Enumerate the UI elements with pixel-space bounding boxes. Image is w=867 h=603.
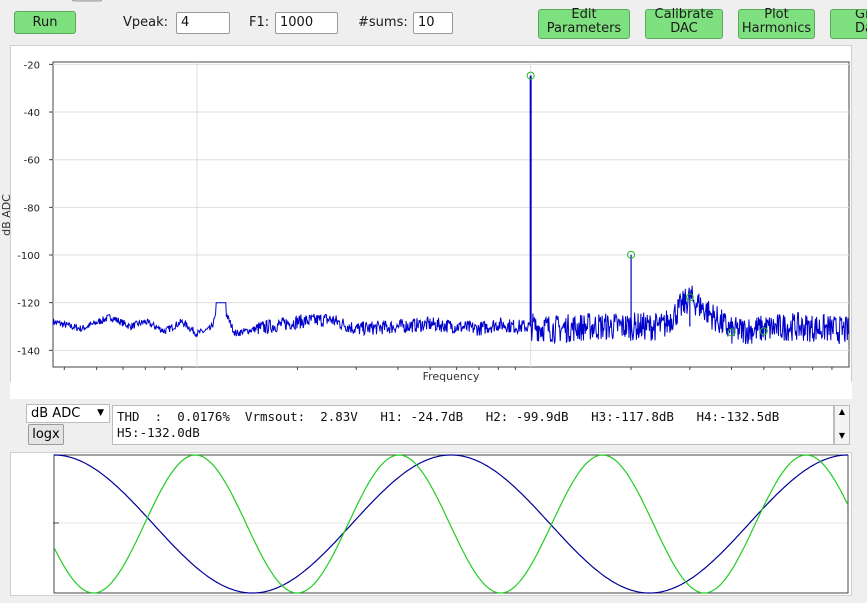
harmonic-marker <box>759 327 768 336</box>
y-tick-label: -40 <box>24 108 40 119</box>
y-tick-label: -80 <box>24 203 40 214</box>
calibrate-line1: Calibrate <box>654 7 714 22</box>
f1-input[interactable]: 1000 <box>275 12 338 34</box>
scope-signal-1 <box>54 454 848 594</box>
calibrate-line2: DAC <box>670 21 698 36</box>
plot-area-border <box>52 61 850 368</box>
results-scrollbar[interactable]: ▲ ▼ <box>834 405 850 445</box>
plot-harmonics-button[interactable]: Plot Harmonics <box>738 7 815 39</box>
scroll-down-icon[interactable]: ▼ <box>838 431 846 440</box>
oscilloscope-plot <box>10 452 852 596</box>
result-line-2: H5:-132.0dB <box>117 425 200 440</box>
scope-grid <box>53 454 849 594</box>
harmonic-marker <box>727 328 736 337</box>
oscilloscope-svg <box>53 454 849 594</box>
navigation-toolbar <box>0 0 300 6</box>
mode-select-value: dB ADC <box>31 406 81 421</box>
plot-divider <box>0 399 867 404</box>
result-line-1: THD : 0.0176% Vrmsout: 2.83V H1: -24.7dB… <box>117 409 780 424</box>
scroll-up-icon[interactable]: ▲ <box>838 407 846 416</box>
y-tick-labels: -20 -40 -60 -80 -100 -120 -140 <box>17 60 40 357</box>
thd-results: THD : 0.0176% Vrmsout: 2.83V H1: -24.7dB… <box>112 405 834 445</box>
plot-harmonics-line1: Plot <box>764 7 789 22</box>
partial-line1: Gi <box>855 9 867 22</box>
vpeak-label: Vpeak: <box>123 15 169 30</box>
y-tick-label: -60 <box>24 156 40 167</box>
edit-parameters-button[interactable]: Edit Parameters <box>538 7 630 39</box>
f1-label: F1: <box>249 15 270 30</box>
harmonic-marker <box>627 250 636 259</box>
plot-bottom-mask <box>10 382 852 399</box>
y-tick-label: -140 <box>17 346 40 357</box>
harmonic-marker <box>526 71 535 80</box>
y-axis-label: dB ADC <box>0 194 13 236</box>
mode-select[interactable]: dB ADC ▼ <box>26 404 110 423</box>
plot-harmonics-line2: Harmonics <box>741 21 812 36</box>
partial-button[interactable]: Gi Da <box>830 9 867 39</box>
zoom-icon[interactable] <box>71 0 103 2</box>
calibrate-dac-button[interactable]: Calibrate DAC <box>645 7 723 39</box>
spectrum-plot-frame <box>10 45 852 399</box>
run-button[interactable]: Run <box>14 11 76 34</box>
scope-signal-2 <box>53 454 849 594</box>
partial-line2: Da <box>855 21 867 36</box>
y-tick-label: -100 <box>17 251 40 262</box>
edit-parameters-line1: Edit <box>571 7 597 22</box>
chevron-down-icon: ▼ <box>97 408 104 418</box>
harmonic-peaks <box>529 75 691 327</box>
scope-border <box>53 454 849 594</box>
edit-parameters-line2: Parameters <box>546 21 622 36</box>
harmonic-markers <box>526 71 768 337</box>
logx-button[interactable]: logx <box>28 424 64 445</box>
sums-label: #sums: <box>358 15 408 30</box>
sums-input[interactable]: 10 <box>413 12 453 34</box>
x-axis-label: Frequency <box>423 370 480 383</box>
vpeak-input[interactable]: 4 <box>176 12 230 34</box>
harmonic-marker <box>685 293 694 302</box>
y-tick-label: -120 <box>17 299 40 310</box>
spectrum-line <box>52 285 850 345</box>
y-tick-label: -20 <box>24 60 40 71</box>
